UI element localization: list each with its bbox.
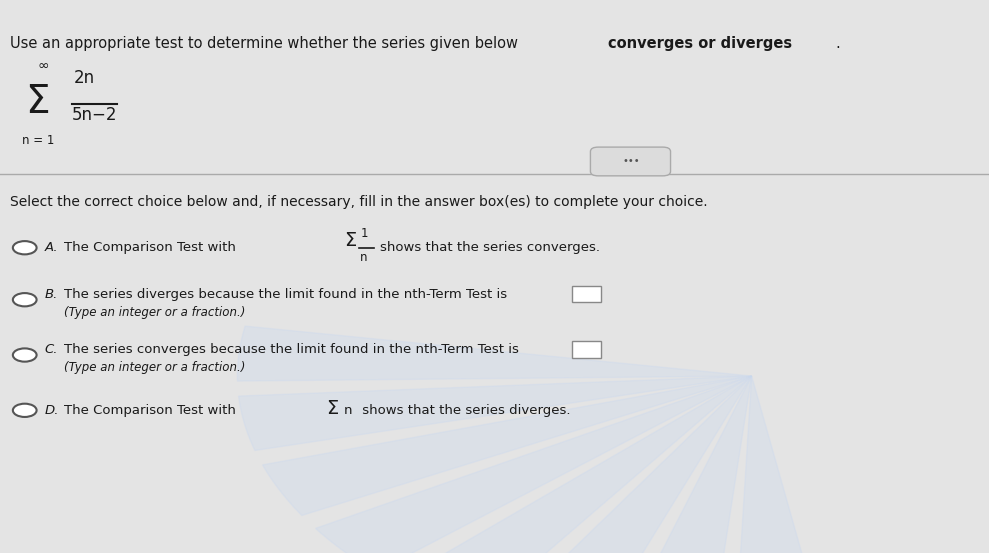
- Polygon shape: [494, 376, 752, 553]
- Text: $\Sigma$: $\Sigma$: [344, 231, 357, 250]
- Text: Select the correct choice below and, if necessary, fill in the answer box(es) to: Select the correct choice below and, if …: [10, 195, 707, 208]
- FancyBboxPatch shape: [572, 286, 601, 302]
- Text: The Comparison Test with: The Comparison Test with: [64, 404, 240, 417]
- Circle shape: [13, 404, 37, 417]
- Text: B.: B.: [45, 288, 58, 301]
- Text: shows that the series diverges.: shows that the series diverges.: [358, 404, 571, 417]
- FancyBboxPatch shape: [590, 147, 671, 176]
- Text: shows that the series converges.: shows that the series converges.: [380, 241, 599, 254]
- Text: 1: 1: [361, 227, 369, 240]
- Text: (Type an integer or a fraction.): (Type an integer or a fraction.): [64, 361, 245, 374]
- Text: A.: A.: [45, 241, 58, 254]
- Polygon shape: [237, 326, 752, 381]
- Text: $\Sigma$: $\Sigma$: [25, 84, 48, 121]
- Text: (Type an integer or a fraction.): (Type an integer or a fraction.): [64, 306, 245, 319]
- Text: 2n: 2n: [74, 69, 95, 87]
- Text: 5n−2: 5n−2: [72, 106, 118, 124]
- Polygon shape: [734, 376, 832, 553]
- Text: D.: D.: [45, 404, 59, 417]
- Text: n = 1: n = 1: [22, 134, 54, 147]
- Circle shape: [13, 348, 37, 362]
- Text: Use an appropriate test to determine whether the series given below: Use an appropriate test to determine whe…: [10, 36, 522, 51]
- Text: The series diverges because the limit found in the nth-Term Test is: The series diverges because the limit fo…: [64, 288, 507, 301]
- Text: The series converges because the limit found in the nth-Term Test is: The series converges because the limit f…: [64, 343, 519, 356]
- Text: •••: •••: [622, 156, 640, 166]
- Polygon shape: [610, 376, 752, 553]
- Text: n: n: [360, 251, 368, 264]
- Text: $\Sigma$: $\Sigma$: [326, 399, 339, 418]
- Polygon shape: [262, 376, 752, 515]
- Polygon shape: [395, 376, 752, 553]
- Text: .: .: [836, 36, 841, 51]
- Text: n: n: [344, 404, 353, 417]
- Text: ∞: ∞: [38, 59, 49, 73]
- FancyBboxPatch shape: [572, 341, 601, 358]
- Text: The Comparison Test with: The Comparison Test with: [64, 241, 240, 254]
- Polygon shape: [315, 376, 752, 553]
- Circle shape: [13, 293, 37, 306]
- Polygon shape: [238, 376, 752, 451]
- Text: converges or diverges: converges or diverges: [608, 36, 792, 51]
- Text: C.: C.: [45, 343, 58, 356]
- Circle shape: [13, 241, 37, 254]
